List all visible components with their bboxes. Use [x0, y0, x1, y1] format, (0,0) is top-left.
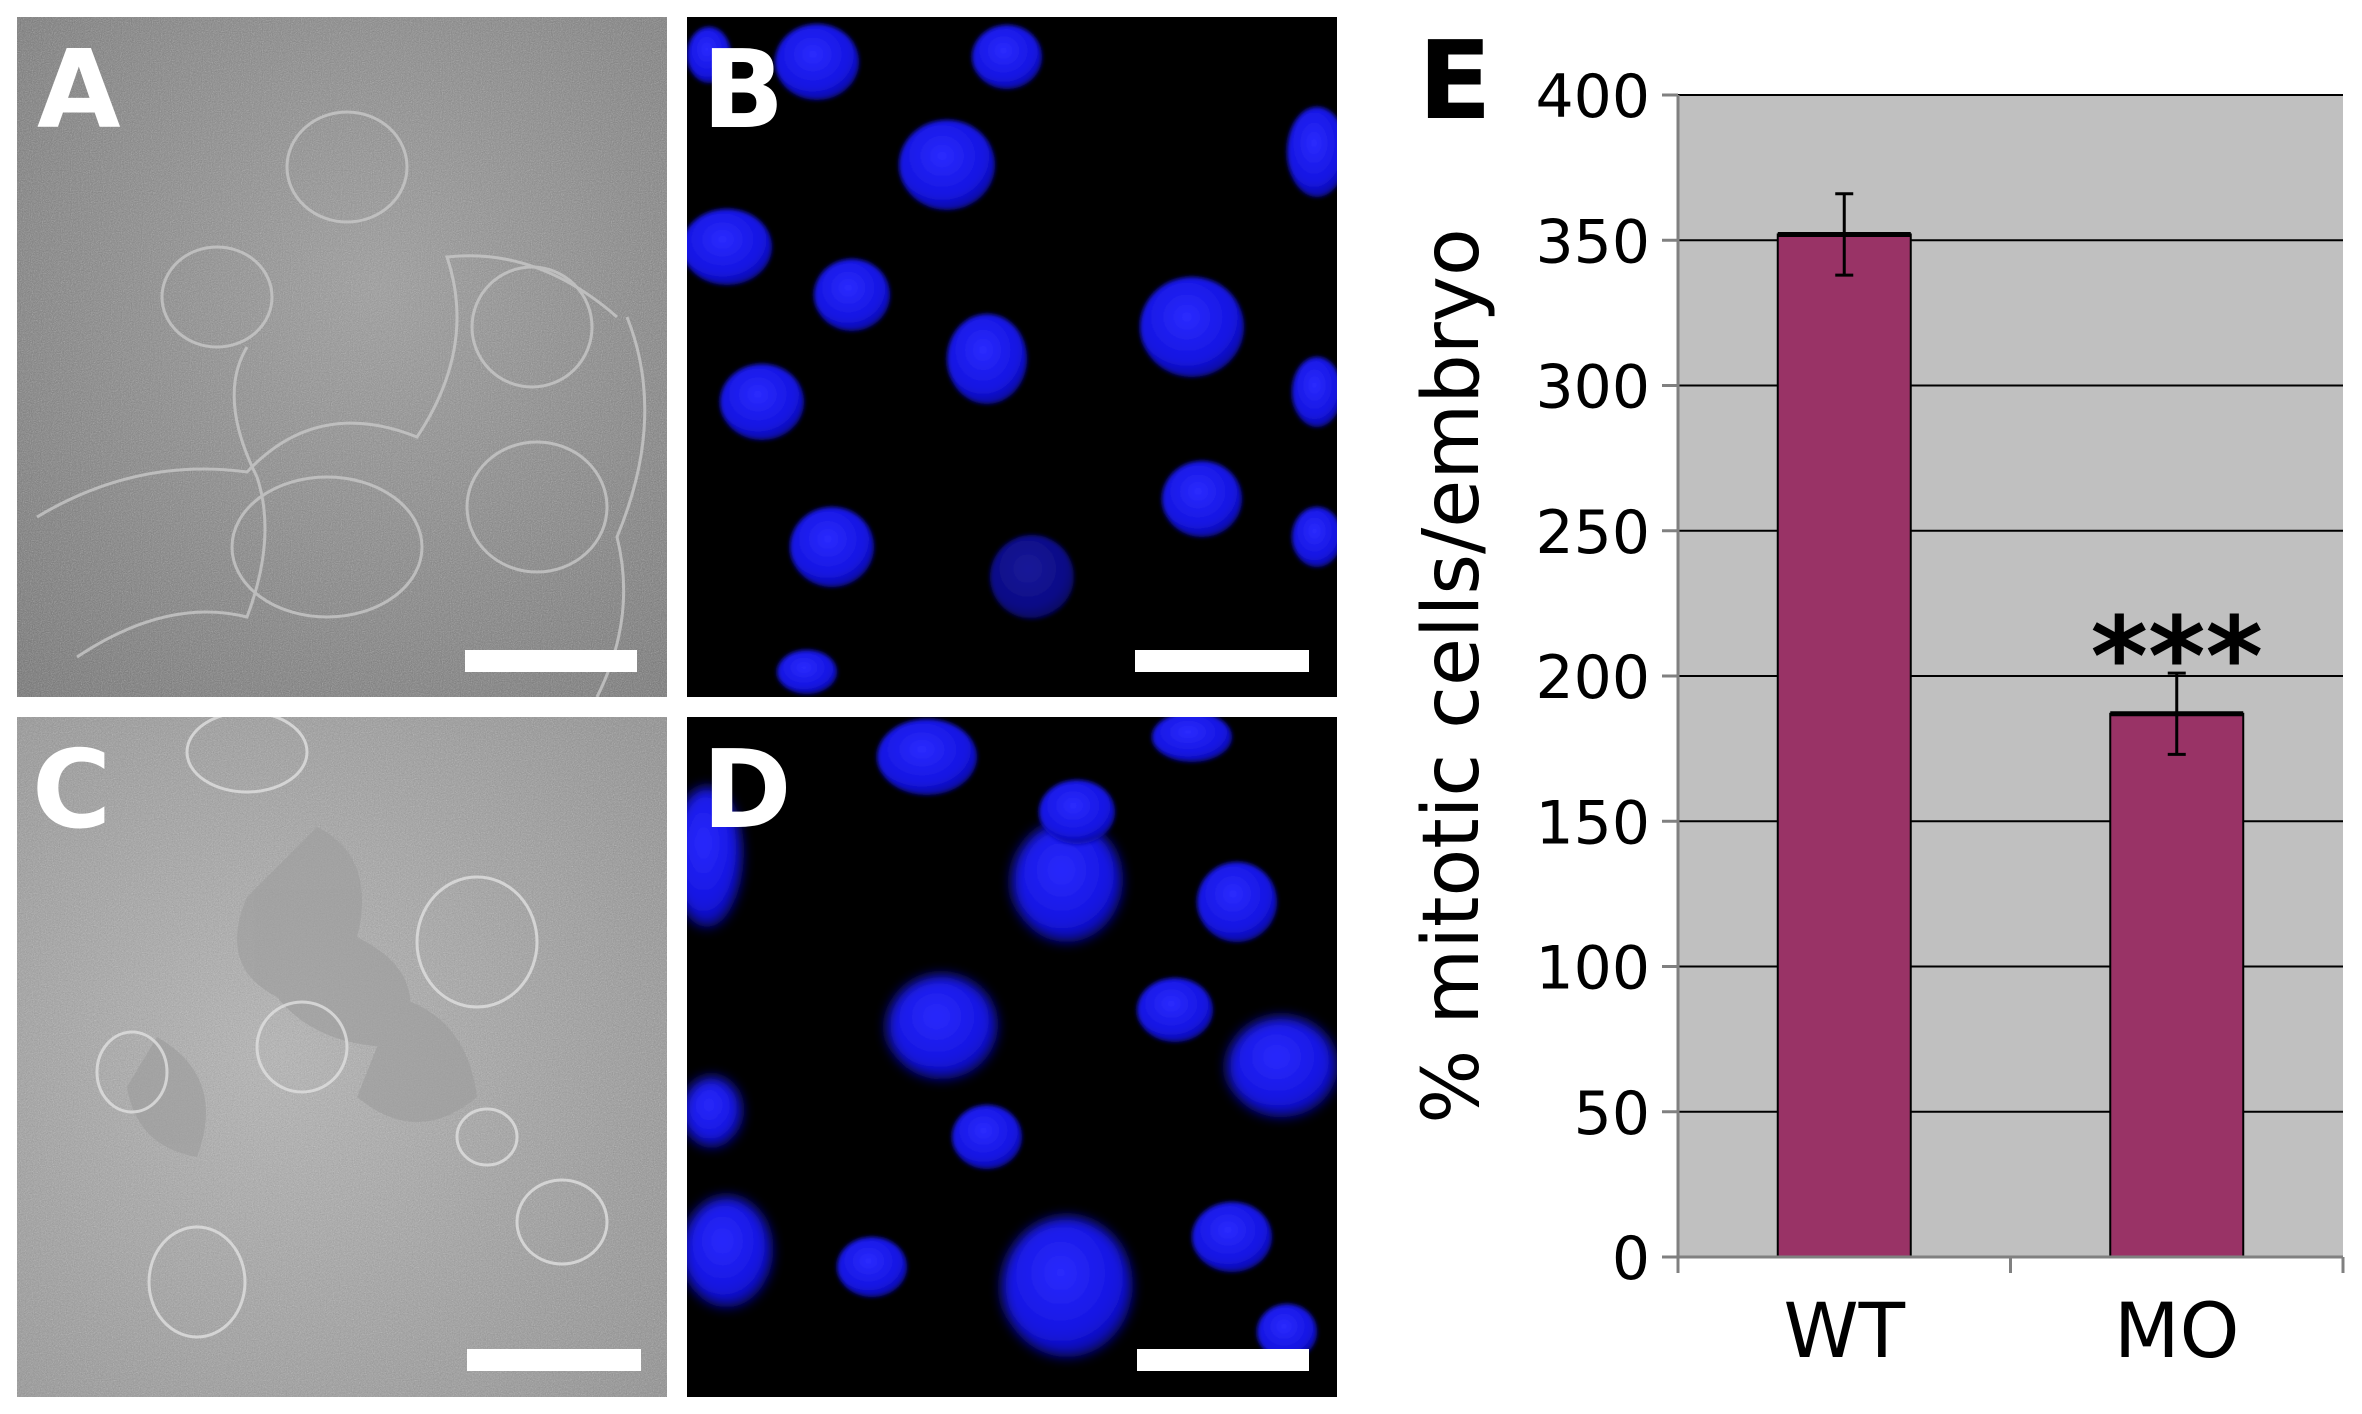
bar-chart: 0 50 100 150 200 250 300 350 400 *** WT MO E % mi… [1407, 19, 2345, 1375]
x-tick-label-wt: WT [1783, 1286, 1905, 1375]
fluorescence-image-b [687, 24, 1337, 694]
y-tick-label: 300 [1535, 353, 1650, 423]
fluorescence-image-d [687, 717, 1337, 1360]
bar-wt [1776, 233, 1912, 1258]
y-tick-label: 200 [1535, 643, 1650, 713]
y-tick-label: 250 [1535, 498, 1650, 568]
x-tick-label-mo: MO [2114, 1286, 2239, 1375]
y-tick-label: 50 [1574, 1079, 1650, 1149]
panel-b: B [687, 17, 1337, 697]
scale-bar-c [467, 1349, 641, 1371]
significance-annotation: *** [2090, 593, 2263, 721]
y-tick-label: 150 [1535, 788, 1650, 858]
y-tick-label: 400 [1535, 62, 1650, 132]
y-tick-label: 0 [1612, 1224, 1650, 1294]
x-axis-ticks: WT MO [1676, 1257, 2345, 1375]
y-axis-label: % mitotic cells/embryo [1407, 228, 1497, 1123]
panel-a: A [17, 17, 667, 697]
bars: *** [1776, 192, 2263, 1258]
y-tick-label: 350 [1535, 207, 1650, 277]
panel-c: C [17, 717, 667, 1397]
panel-d: D [687, 717, 1337, 1397]
scale-bar-a [465, 650, 637, 672]
scale-bar-d [1137, 1349, 1309, 1371]
dic-image-a [17, 17, 667, 697]
panel-letter-b: B [702, 28, 785, 153]
bar-mo [2109, 712, 2245, 1258]
y-axis-ticks: 0 50 100 150 200 250 300 350 400 [1535, 62, 1678, 1294]
dic-image-c [17, 717, 667, 1397]
panel-letter-e: E [1418, 19, 1492, 144]
panel-letter-c: C [32, 728, 112, 853]
panel-letter-a: A [37, 28, 121, 153]
y-tick-label: 100 [1535, 934, 1650, 1004]
panel-letter-d: D [702, 728, 792, 853]
scale-bar-b [1135, 650, 1309, 672]
